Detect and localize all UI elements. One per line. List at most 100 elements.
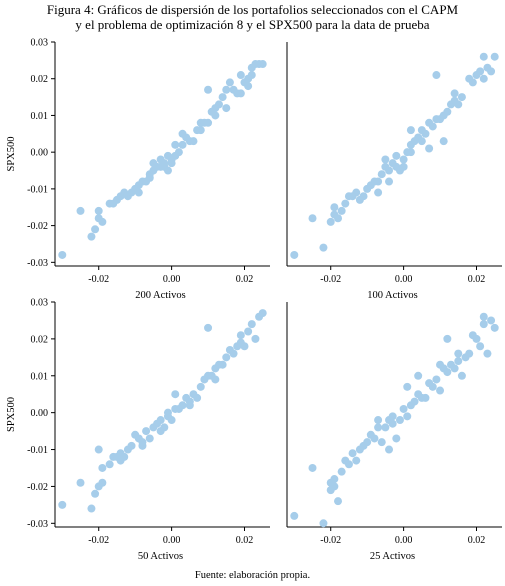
scatter-point xyxy=(472,334,481,343)
scatter-point xyxy=(290,250,299,259)
x-tick-label: -0.02 xyxy=(320,535,341,546)
scatter-point xyxy=(58,250,67,259)
scatter-point xyxy=(319,243,328,252)
scatter-point xyxy=(167,416,176,425)
scatter-point xyxy=(98,463,107,472)
scatter-point xyxy=(377,438,386,447)
scatter-point xyxy=(479,320,488,329)
y-tick-label: 0.03 xyxy=(31,298,49,309)
scatter-point xyxy=(319,519,328,528)
scatter-point xyxy=(457,93,466,102)
scatter-point xyxy=(211,375,220,384)
y-axis-label: SPX500 xyxy=(6,136,17,171)
scatter-point xyxy=(185,401,194,410)
scatter-point xyxy=(193,393,202,402)
y-axis-label: SPX500 xyxy=(6,397,17,432)
scatter-point xyxy=(352,188,361,197)
scatter-point xyxy=(403,412,412,421)
scatter-point xyxy=(454,349,463,358)
x-tick-label: 0.00 xyxy=(395,535,413,546)
scatter-point xyxy=(189,137,198,146)
caption-line-1-text: Figura 4: Gráficos de dispersión de los … xyxy=(46,2,419,17)
scatter-point xyxy=(421,129,430,138)
scatter-point xyxy=(178,140,187,149)
scatter-point xyxy=(308,463,317,472)
scatter-point xyxy=(385,445,394,454)
scatter-point xyxy=(399,155,408,164)
scatter-point xyxy=(341,199,350,208)
scatter-point xyxy=(468,78,477,87)
scatter-point xyxy=(454,100,463,109)
scatter-point xyxy=(490,52,499,61)
scatter-point xyxy=(395,416,404,425)
scatter-point xyxy=(236,71,245,80)
scatter-point xyxy=(381,423,390,432)
scatter-point xyxy=(258,60,267,69)
scatter-point xyxy=(344,460,353,469)
scatter-point xyxy=(443,368,452,377)
figure-caption-line-1: Figura 4: Gráficos de dispersión de los … xyxy=(0,2,505,17)
scatter-point xyxy=(479,74,488,83)
scatter-point xyxy=(487,316,496,325)
scatter-point xyxy=(98,478,107,487)
scatter-point xyxy=(417,137,426,146)
scatter-point xyxy=(403,382,412,391)
scatter-point xyxy=(218,93,227,102)
y-tick-label: -0.03 xyxy=(27,258,48,269)
scatter-point xyxy=(414,371,423,380)
scatter-point xyxy=(352,456,361,465)
y-tick-label: 0.00 xyxy=(31,148,49,159)
scatter-point xyxy=(244,82,253,91)
scatter-point xyxy=(337,206,346,215)
scatter-point xyxy=(432,71,441,80)
scatter-point xyxy=(330,482,339,491)
scatter-point xyxy=(87,504,96,513)
scatter-point xyxy=(247,320,256,329)
scatter-point xyxy=(204,323,213,332)
scatter-point xyxy=(204,118,213,127)
scatter-point xyxy=(214,100,223,109)
x-tick-label: -0.02 xyxy=(88,535,109,546)
scatter-point xyxy=(374,423,383,432)
scatter-point xyxy=(406,148,415,157)
scatter-panel-4: -0.02 0.00 0.02 25 Activos xyxy=(286,302,502,562)
x-axis-label: 25 Activos xyxy=(370,551,415,562)
figure-source: Fuente: elaboración propia. xyxy=(194,570,311,581)
scatter-point xyxy=(258,309,267,318)
scatter-point xyxy=(91,489,100,498)
scatter-point xyxy=(222,104,231,113)
scatter-panel-3: -0.02 0.00 0.02 0.03 0.02 0.01 0.00 -0.01 -0.02 -… xyxy=(6,298,270,562)
scatter-point xyxy=(98,217,107,226)
scatter-point xyxy=(308,214,317,223)
scatter-point xyxy=(330,475,339,484)
scatter-point xyxy=(487,67,496,76)
scatter-point xyxy=(374,188,383,197)
y-tick-label: 0.02 xyxy=(31,334,49,345)
scatter-point xyxy=(134,188,143,197)
scatter-point xyxy=(326,217,335,226)
scatter-point xyxy=(337,467,346,476)
scatter-point xyxy=(160,423,169,432)
scatter-point xyxy=(58,500,67,509)
scatter-point xyxy=(222,85,231,94)
caption-line-2-pre: y el problema de optimización 8 y el xyxy=(75,17,266,32)
scatter-point xyxy=(479,312,488,321)
scatter-point xyxy=(439,137,448,146)
scatter-point xyxy=(247,71,256,80)
scatter-point xyxy=(388,412,397,421)
scatter-point xyxy=(370,434,379,443)
x-tick-label: 0.02 xyxy=(468,274,486,285)
scatter-point xyxy=(348,449,357,458)
scatter-point xyxy=(196,382,205,391)
x-tick-label: 0.02 xyxy=(236,535,254,546)
scatter-point xyxy=(174,148,183,157)
scatter-point xyxy=(76,478,85,487)
scatter-point xyxy=(377,170,386,179)
scatter-point xyxy=(374,177,383,186)
scatter-point xyxy=(156,416,165,425)
scatter-point xyxy=(290,511,299,520)
scatter-point xyxy=(436,386,445,395)
scatter-point xyxy=(450,89,459,98)
y-tick-label: 0.00 xyxy=(31,408,49,419)
